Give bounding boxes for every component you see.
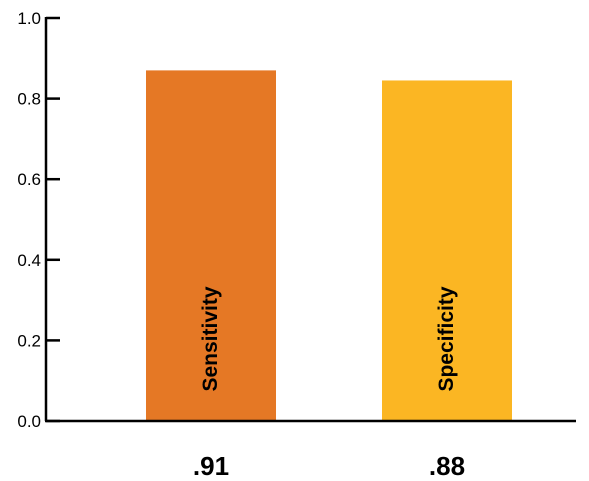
y-tick-label: 0.4 — [17, 251, 41, 270]
y-tick-label: 0.6 — [17, 170, 41, 189]
x-axis: .91 .88 — [45, 419, 576, 481]
y-axis: 0.0 0.2 0.4 0.6 0.8 1.0 — [17, 9, 60, 431]
value-label-sensitivity: .91 — [193, 451, 229, 481]
value-label-specificity: .88 — [429, 451, 465, 481]
bar-specificity — [382, 80, 512, 421]
bars: Sensitivity Specificity — [146, 70, 512, 421]
y-tick-label: 0.8 — [17, 90, 41, 109]
y-tick-label: 0.0 — [17, 412, 41, 431]
bar-category-label: Sensitivity — [199, 286, 222, 391]
bar-sensitivity — [146, 70, 276, 421]
bar-category-label: Specificity — [435, 286, 458, 391]
y-tick-label: 1.0 — [17, 9, 41, 28]
y-tick-label: 0.2 — [17, 331, 41, 350]
